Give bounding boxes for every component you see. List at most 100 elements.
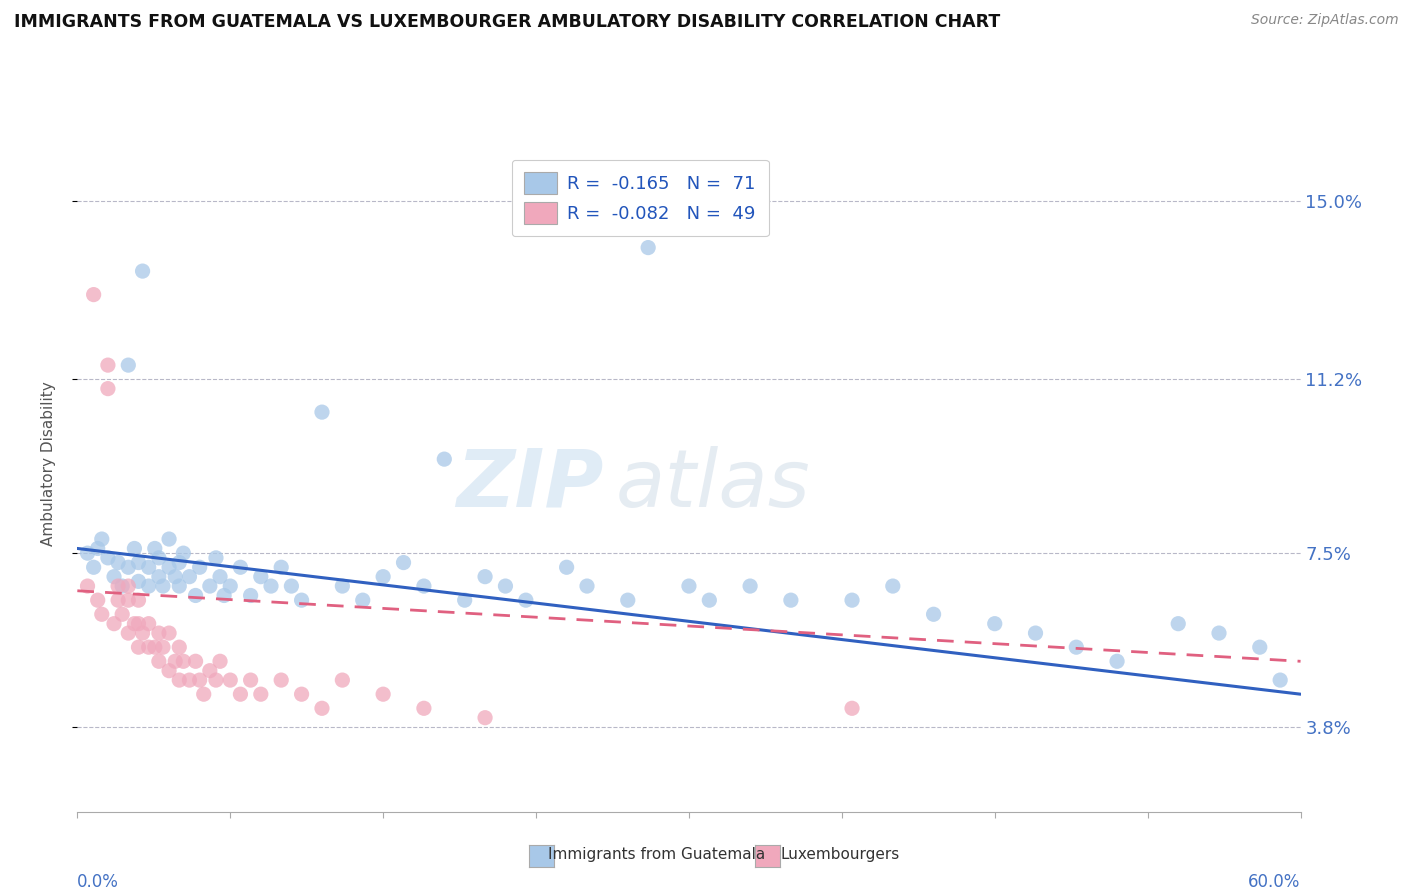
- Point: [148, 654, 170, 668]
- Point: [107, 579, 129, 593]
- Point: [617, 593, 640, 607]
- Point: [157, 560, 180, 574]
- Point: [138, 640, 160, 655]
- Point: [270, 673, 292, 687]
- Point: [87, 541, 110, 556]
- Point: [143, 541, 166, 556]
- Point: [250, 687, 273, 701]
- Point: [157, 626, 180, 640]
- Point: [148, 550, 170, 565]
- Point: [699, 593, 721, 607]
- Point: [111, 607, 134, 622]
- Point: [165, 569, 187, 583]
- Point: [280, 579, 302, 593]
- Point: [841, 701, 863, 715]
- Point: [188, 673, 211, 687]
- Point: [433, 452, 456, 467]
- Point: [219, 673, 242, 687]
- Point: [1249, 640, 1271, 655]
- Point: [270, 560, 292, 574]
- Point: [332, 673, 354, 687]
- Point: [332, 579, 354, 593]
- Point: [131, 264, 153, 278]
- Text: Immigrants from Guatemala: Immigrants from Guatemala: [548, 847, 766, 862]
- Point: [198, 664, 221, 678]
- Y-axis label: Ambulatory Disability: Ambulatory Disability: [42, 382, 56, 546]
- Point: [229, 687, 252, 701]
- Point: [169, 640, 191, 655]
- Point: [311, 405, 333, 419]
- Point: [83, 560, 105, 574]
- Point: [117, 579, 139, 593]
- Point: [1208, 626, 1230, 640]
- Point: [291, 687, 314, 701]
- Point: [90, 532, 112, 546]
- Point: [1107, 654, 1129, 668]
- Point: [169, 579, 191, 593]
- Point: [90, 607, 112, 622]
- Point: [1167, 616, 1189, 631]
- Point: [76, 546, 98, 560]
- Point: [103, 569, 125, 583]
- Point: [172, 654, 194, 668]
- Point: [184, 589, 207, 603]
- Point: [555, 560, 578, 574]
- Point: [107, 556, 129, 570]
- Point: [157, 532, 180, 546]
- Point: [97, 382, 120, 396]
- Point: [740, 579, 762, 593]
- Point: [138, 560, 160, 574]
- Text: IMMIGRANTS FROM GUATEMALA VS LUXEMBOURGER AMBULATORY DISABILITY CORRELATION CHAR: IMMIGRANTS FROM GUATEMALA VS LUXEMBOURGE…: [14, 13, 1000, 31]
- Point: [184, 654, 207, 668]
- Point: [922, 607, 945, 622]
- Point: [76, 579, 98, 593]
- Point: [413, 579, 436, 593]
- Point: [515, 593, 537, 607]
- Point: [229, 560, 252, 574]
- Point: [212, 589, 235, 603]
- Point: [413, 701, 436, 715]
- Point: [780, 593, 803, 607]
- Point: [179, 673, 201, 687]
- Point: [239, 589, 262, 603]
- Point: [454, 593, 477, 607]
- Point: [138, 616, 160, 631]
- Text: ZIP: ZIP: [456, 446, 603, 524]
- Point: [250, 569, 273, 583]
- Point: [117, 593, 139, 607]
- Point: [371, 569, 394, 583]
- Text: atlas: atlas: [616, 446, 810, 524]
- Point: [128, 556, 150, 570]
- Point: [637, 241, 659, 255]
- Point: [205, 550, 228, 565]
- Point: [1025, 626, 1047, 640]
- Point: [128, 574, 150, 589]
- Point: [107, 593, 129, 607]
- Point: [474, 711, 496, 725]
- Point: [392, 556, 415, 570]
- Point: [143, 640, 166, 655]
- Legend: R =  -0.165   N =  71, R =  -0.082   N =  49: R = -0.165 N = 71, R = -0.082 N = 49: [512, 160, 769, 236]
- Text: 60.0%: 60.0%: [1249, 873, 1301, 891]
- Point: [209, 654, 232, 668]
- Point: [97, 550, 120, 565]
- Point: [169, 673, 191, 687]
- Point: [172, 546, 194, 560]
- Point: [103, 616, 125, 631]
- Point: [117, 358, 139, 372]
- Point: [128, 640, 150, 655]
- Text: Luxembourgers: Luxembourgers: [780, 847, 900, 862]
- Point: [678, 579, 700, 593]
- Point: [128, 593, 150, 607]
- Point: [148, 569, 170, 583]
- Point: [148, 626, 170, 640]
- Point: [205, 673, 228, 687]
- Point: [984, 616, 1007, 631]
- Point: [495, 579, 517, 593]
- Point: [165, 654, 187, 668]
- Point: [291, 593, 314, 607]
- Text: 0.0%: 0.0%: [77, 873, 120, 891]
- Point: [97, 358, 120, 372]
- Point: [198, 579, 221, 593]
- Point: [260, 579, 283, 593]
